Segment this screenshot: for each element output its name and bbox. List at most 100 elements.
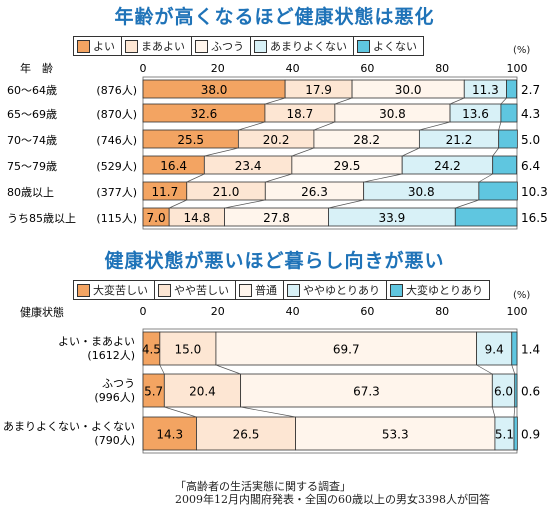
chart2-legend: 大変苦しい やや苦しい 普通 ややゆとりあり 大変ゆとりあり xyxy=(73,280,490,300)
data-label: 20.4 xyxy=(189,385,216,399)
legend-swatch xyxy=(239,283,252,297)
data-label: 21.2 xyxy=(446,133,473,147)
connector-line xyxy=(164,406,197,418)
chart2-axis-header: 健康状態 xyxy=(20,305,64,319)
data-label: 10.3 xyxy=(521,185,548,199)
data-label: 20.2 xyxy=(263,133,290,147)
data-label: 2.7 xyxy=(521,83,540,97)
data-label: 9.4 xyxy=(485,343,504,357)
data-label: 0.9 xyxy=(521,428,540,442)
data-label: 26.3 xyxy=(301,185,328,199)
legend-item-1-1: よい xyxy=(74,37,122,55)
data-label: 21.0 xyxy=(213,185,240,199)
data-label: 67.3 xyxy=(353,385,380,399)
data-label: 33.9 xyxy=(379,211,406,225)
legend-label: よい xyxy=(93,40,115,53)
connector-line xyxy=(224,199,266,209)
row-label: 70〜74歳 xyxy=(7,134,57,147)
data-label: 0.6 xyxy=(521,385,540,399)
data-label: 5.1 xyxy=(495,428,514,442)
row-count: (790人) xyxy=(94,434,135,447)
data-label: 30.8 xyxy=(408,185,435,199)
row-label: ふつう xyxy=(102,377,135,390)
data-label: 1.4 xyxy=(521,343,540,357)
row-label: よい・まあよい xyxy=(58,335,135,348)
connector-line xyxy=(363,173,403,183)
legend-item-1-5: よくない xyxy=(354,37,423,55)
chart1-plot-frame xyxy=(142,76,518,230)
data-label: 14.8 xyxy=(183,211,210,225)
bar-segment xyxy=(498,129,518,149)
bar-segment xyxy=(511,331,518,366)
legend-item-2-1: 大変苦しい xyxy=(74,281,155,299)
row-count: (377人) xyxy=(96,186,137,199)
data-label: 26.5 xyxy=(233,428,260,442)
connector-line xyxy=(169,199,187,209)
bar-segment xyxy=(196,416,296,451)
chart2-tick-label: 0 xyxy=(140,305,147,318)
connector-line xyxy=(455,199,479,209)
bar-segment xyxy=(476,331,513,366)
data-label: 11.3 xyxy=(472,83,499,97)
row-label: 60〜64歳 xyxy=(7,84,57,97)
data-label: 30.0 xyxy=(395,83,422,97)
legend-item-2-4: ややゆとりあり xyxy=(284,281,387,299)
data-label: 15.0 xyxy=(175,343,202,357)
legend-swatch xyxy=(254,39,267,53)
row-label: あまりよくない・よくない xyxy=(3,420,135,433)
legend-item-1-2: まあよい xyxy=(122,37,192,55)
chart2-tick-label: 60 xyxy=(360,305,374,318)
legend-label: ふつう xyxy=(211,40,244,53)
row-count: (529人) xyxy=(96,160,137,173)
data-label: 16.4 xyxy=(160,159,187,173)
connector-line xyxy=(186,173,205,183)
connector-line xyxy=(264,97,286,105)
data-label: 25.5 xyxy=(177,133,204,147)
data-label: 27.8 xyxy=(263,211,290,225)
data-label: 29.5 xyxy=(334,159,361,173)
legend-item-2-2: やや苦しい xyxy=(155,281,236,299)
legend-label: 普通 xyxy=(255,284,277,297)
row-label: 80歳以上 xyxy=(7,186,54,199)
row-count: (746人) xyxy=(96,134,137,147)
chart1-legend: よい まあよい ふつう あまりよくない よくない xyxy=(73,36,424,56)
data-label: 38.0 xyxy=(201,83,228,97)
data-label: 7.0 xyxy=(147,211,166,225)
bar-segment xyxy=(506,79,518,99)
data-label: 4.3 xyxy=(521,107,540,121)
legend-label: よくない xyxy=(373,40,417,53)
data-label: 14.3 xyxy=(156,428,183,442)
bar-segment xyxy=(478,181,518,201)
connector-line xyxy=(511,364,516,375)
chart2-unit-label: (%) xyxy=(513,290,531,301)
bar-segment xyxy=(513,416,518,451)
data-label: 13.6 xyxy=(462,107,489,121)
bar-segment xyxy=(142,416,197,451)
chart1-tick-label: 40 xyxy=(286,62,300,75)
connector-line xyxy=(402,147,420,157)
chart1-axis-header: 年 齢 xyxy=(20,61,53,75)
row-label: 65〜69歳 xyxy=(7,108,57,121)
data-label: 5.7 xyxy=(144,385,163,399)
connector-line xyxy=(328,199,364,209)
chart2-title: 健康状態が悪いほど暮らし向きが悪い xyxy=(104,250,445,272)
data-label: 4.5 xyxy=(142,343,161,357)
legend-swatch xyxy=(195,39,208,53)
bar-segment xyxy=(240,373,493,408)
data-label: 69.7 xyxy=(333,343,360,357)
connector-line xyxy=(478,173,493,183)
chart2-tick-label: 80 xyxy=(435,305,449,318)
bar-segment xyxy=(500,103,518,123)
connector-line xyxy=(334,97,353,105)
connector-line xyxy=(491,406,496,418)
chart1-unit-label: (%) xyxy=(513,45,531,56)
legend-label: やや苦しい xyxy=(174,284,229,297)
data-label: 53.3 xyxy=(382,428,409,442)
source-detail: 2009年12月内閣府発表・全国の60歳以上の男女3398人が回答 xyxy=(175,493,490,506)
data-label: 18.7 xyxy=(287,107,314,121)
connector-line xyxy=(238,121,266,131)
connector-line xyxy=(492,147,499,157)
chart2-tick-label: 20 xyxy=(211,305,225,318)
connector-line xyxy=(240,406,296,418)
